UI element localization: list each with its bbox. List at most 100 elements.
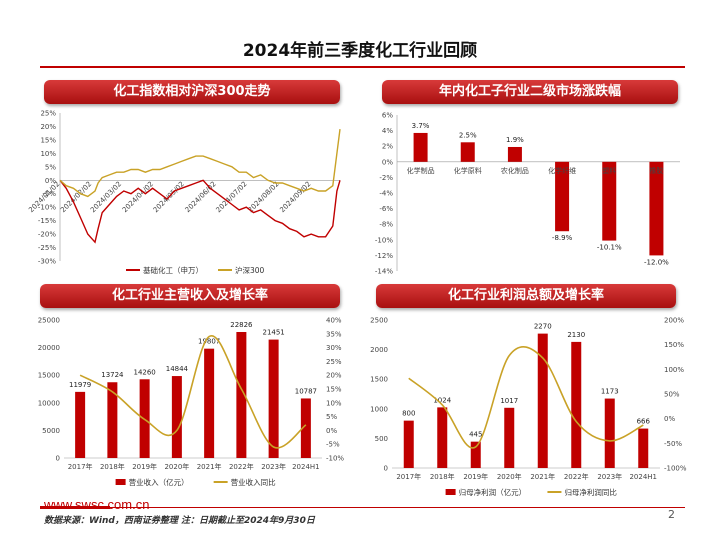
y-tick-label: -30% bbox=[38, 258, 56, 266]
y-tick-label: 0% bbox=[45, 177, 56, 185]
y-tick-label: 0 bbox=[384, 465, 388, 473]
y-tick-label: 5% bbox=[45, 163, 56, 171]
category-label: 化学纤维 bbox=[548, 166, 576, 175]
y-tick-label: 1500 bbox=[370, 376, 388, 384]
category-label: 2023年 bbox=[597, 472, 622, 481]
bar bbox=[604, 398, 615, 468]
y-tick-label: -2% bbox=[379, 174, 393, 182]
growth-line bbox=[408, 346, 644, 449]
chart-profit-growth: 2500 2000 1500 1000 500 0 200% 150% 100% 50% 0% -50… bbox=[370, 317, 687, 498]
legend-label: 归母净利润同比 bbox=[564, 487, 617, 497]
data-label: 666 bbox=[637, 418, 651, 426]
legend-label: 沪深300 bbox=[235, 265, 265, 275]
bar bbox=[413, 132, 428, 162]
y-tick-label: 20000 bbox=[38, 344, 60, 352]
title-divider bbox=[40, 66, 685, 68]
y-tick-label: 2000 bbox=[370, 346, 388, 354]
y-tick-label: -5% bbox=[42, 190, 56, 198]
y-tick-label: -12% bbox=[375, 252, 393, 260]
panel-title-subsector-returns: 年内化工子行业二级市场涨跌幅 bbox=[382, 80, 678, 104]
bar bbox=[537, 333, 548, 468]
panel-title-index-trend: 化工指数相对沪深300走势 bbox=[44, 80, 340, 104]
bar bbox=[649, 161, 664, 256]
series-line-hs300 bbox=[59, 129, 341, 198]
data-label: 14844 bbox=[166, 365, 189, 373]
footer-divider bbox=[40, 507, 685, 508]
data-label: -8.9% bbox=[552, 234, 573, 242]
data-label: 2130 bbox=[567, 331, 585, 339]
data-label: 1.9% bbox=[506, 136, 524, 144]
y2-tick-label: 15% bbox=[326, 386, 342, 394]
y-tick-label: 15% bbox=[40, 136, 56, 144]
category-label: 2022年 bbox=[564, 472, 589, 481]
y-tick-label: 25000 bbox=[38, 317, 60, 325]
legend-label: 基础化工（申万） bbox=[143, 265, 203, 275]
y2-tick-label: 20% bbox=[326, 372, 342, 380]
bar bbox=[75, 391, 86, 458]
bar bbox=[437, 407, 448, 468]
x-tick-label: 2024/04/02 bbox=[121, 180, 155, 214]
footer-url: www.swsc.com.cn bbox=[44, 497, 150, 512]
y-tick-label: -10% bbox=[375, 236, 393, 244]
category-label: 2022年 bbox=[229, 462, 254, 471]
panel-title-revenue: 化工行业主营收入及增长率 bbox=[40, 284, 340, 308]
y-tick-label: -15% bbox=[38, 217, 56, 225]
y-tick-label: -6% bbox=[379, 205, 393, 213]
y2-tick-label: 200% bbox=[664, 317, 684, 325]
category-label: 2017年 bbox=[68, 462, 93, 471]
legend-label: 营业收入同比 bbox=[231, 477, 276, 487]
data-label: 21451 bbox=[262, 329, 284, 337]
data-label: 2.5% bbox=[459, 131, 477, 139]
category-label: 化学制品 bbox=[407, 166, 435, 175]
data-label: 11979 bbox=[69, 381, 91, 389]
bar bbox=[107, 382, 118, 458]
data-label: 10787 bbox=[295, 387, 317, 395]
bar bbox=[403, 420, 414, 468]
y2-tick-label: 50% bbox=[664, 391, 680, 399]
y2-tick-label: 35% bbox=[326, 330, 342, 338]
category-label: 2020年 bbox=[497, 472, 522, 481]
y2-tick-label: 5% bbox=[326, 413, 337, 421]
y-tick-label: 2% bbox=[382, 143, 393, 151]
x-tick-label: 2024/07/02 bbox=[215, 180, 249, 214]
y2-tick-label: 100% bbox=[664, 366, 684, 374]
category-label: 2021年 bbox=[530, 472, 555, 481]
category-label: 2017年 bbox=[396, 472, 421, 481]
y-tick-label: -14% bbox=[375, 268, 393, 276]
y-tick-label: 5000 bbox=[42, 427, 60, 435]
y-tick-label: 10% bbox=[40, 150, 56, 158]
category-label: 农化制品 bbox=[501, 166, 529, 175]
data-label: 800 bbox=[402, 410, 415, 418]
y-tick-label: -25% bbox=[38, 244, 56, 252]
category-label: 2024H1 bbox=[292, 463, 320, 471]
category-label: 塑料 bbox=[602, 166, 616, 175]
data-label: 13724 bbox=[101, 371, 124, 379]
y2-tick-label: 40% bbox=[326, 317, 342, 325]
y-tick-label: 15000 bbox=[38, 372, 60, 380]
bar bbox=[602, 161, 617, 241]
data-label: 1024 bbox=[433, 396, 451, 404]
y2-tick-label: -5% bbox=[326, 441, 340, 449]
bar bbox=[504, 407, 515, 468]
y-tick-label: 20% bbox=[40, 123, 56, 131]
category-label: 2019年 bbox=[463, 472, 488, 481]
data-label: -10.1% bbox=[597, 244, 622, 252]
series-line-basic-chemical bbox=[59, 179, 341, 244]
page-title: 2024年前三季度化工行业回顾 bbox=[242, 41, 478, 61]
bar bbox=[204, 348, 215, 458]
y2-tick-label: 10% bbox=[326, 399, 342, 407]
y-tick-label: 500 bbox=[375, 435, 388, 443]
bar bbox=[268, 339, 279, 458]
category-label: 2024H1 bbox=[629, 473, 657, 481]
data-label: 2270 bbox=[534, 323, 552, 331]
y-tick-label: 10000 bbox=[38, 399, 60, 407]
page-number: 2 bbox=[668, 508, 675, 521]
y2-tick-label: 25% bbox=[326, 358, 342, 366]
y-tick-label: 0% bbox=[382, 158, 393, 166]
y2-tick-label: -10% bbox=[326, 455, 344, 463]
chart-revenue-growth: 25000 20000 15000 10000 5000 0 40% 35% 30% 25% 20%… bbox=[38, 317, 345, 488]
bar bbox=[171, 376, 182, 458]
legend-swatch bbox=[445, 489, 456, 495]
y-tick-label: 25% bbox=[40, 110, 56, 118]
y-tick-label: 1000 bbox=[370, 405, 388, 413]
